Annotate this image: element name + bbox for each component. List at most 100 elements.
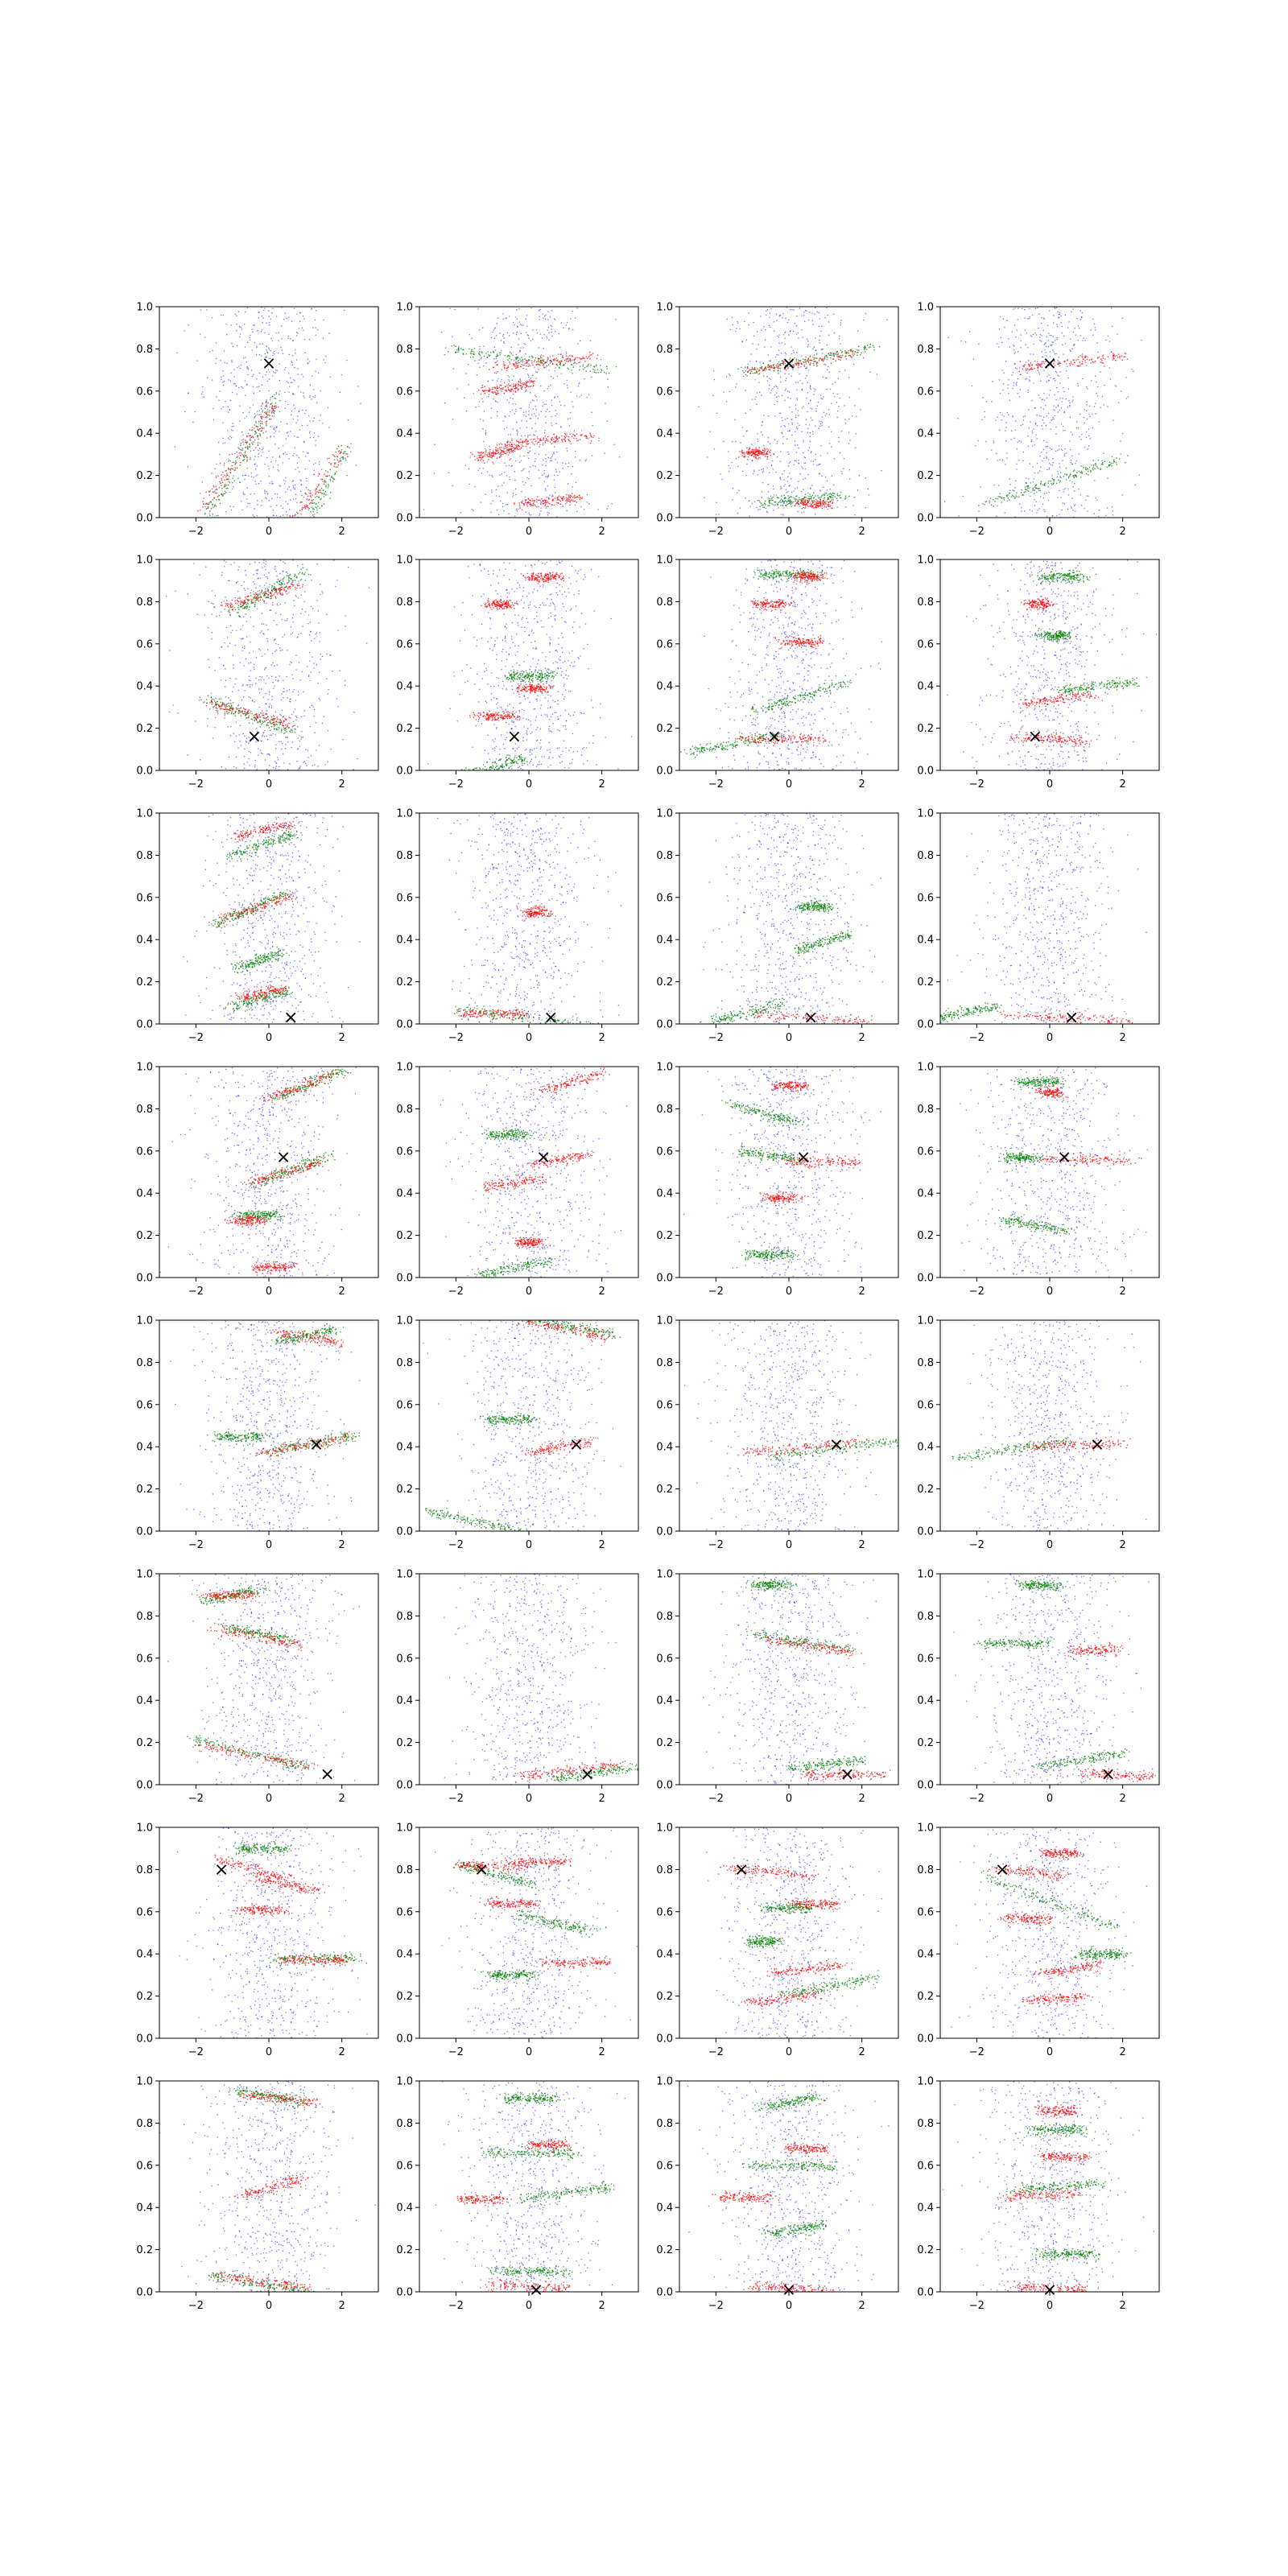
point <box>330 491 332 493</box>
point <box>786 501 788 502</box>
point <box>1081 316 1083 318</box>
point <box>243 456 246 458</box>
point <box>215 477 217 479</box>
point <box>547 327 550 328</box>
point <box>522 359 523 361</box>
point <box>495 387 497 389</box>
point <box>830 496 832 497</box>
point <box>532 381 535 382</box>
point <box>852 353 854 355</box>
point <box>574 361 576 363</box>
point <box>479 354 481 356</box>
point <box>284 555 285 556</box>
point <box>852 351 854 353</box>
point <box>753 469 755 471</box>
point <box>788 462 791 464</box>
point <box>1026 378 1027 379</box>
point <box>297 332 299 334</box>
point <box>488 354 489 356</box>
point <box>219 453 221 455</box>
point <box>564 436 565 437</box>
point <box>989 502 990 504</box>
point <box>593 371 596 374</box>
point <box>255 483 257 485</box>
point <box>284 369 286 370</box>
point <box>766 458 768 460</box>
point <box>795 460 797 462</box>
point <box>522 361 524 363</box>
point <box>512 398 514 399</box>
point <box>803 504 805 506</box>
point <box>272 482 274 485</box>
point <box>822 503 824 505</box>
point <box>996 452 997 455</box>
point <box>537 418 539 419</box>
point <box>1030 482 1031 484</box>
point <box>775 386 778 387</box>
point <box>576 363 578 365</box>
point <box>813 357 815 359</box>
point <box>218 399 220 401</box>
point <box>519 506 521 508</box>
point <box>787 498 790 500</box>
point <box>333 465 335 468</box>
point <box>275 391 277 394</box>
point <box>762 421 763 423</box>
point <box>815 499 817 501</box>
point <box>1044 349 1046 351</box>
point <box>1055 433 1057 435</box>
point <box>833 355 836 357</box>
point <box>270 547 271 548</box>
point <box>791 353 792 355</box>
point <box>773 453 774 455</box>
point <box>819 499 822 501</box>
point <box>812 502 815 503</box>
point <box>1046 446 1048 448</box>
point <box>532 443 534 444</box>
point <box>1098 421 1100 423</box>
point <box>1024 309 1026 311</box>
point <box>840 343 841 345</box>
point <box>805 368 807 369</box>
point <box>309 503 311 505</box>
point <box>805 503 807 505</box>
point <box>526 361 529 363</box>
point <box>257 426 258 427</box>
point <box>257 428 258 430</box>
point <box>805 310 807 312</box>
point <box>287 503 288 505</box>
point <box>1070 338 1071 340</box>
point <box>1052 349 1054 351</box>
point <box>543 499 545 502</box>
series-red <box>738 349 865 510</box>
point <box>571 364 572 365</box>
point <box>246 441 248 444</box>
point <box>543 348 544 349</box>
point <box>774 394 776 396</box>
point <box>785 505 786 506</box>
point <box>483 345 485 347</box>
point <box>1063 411 1065 413</box>
point <box>308 361 311 362</box>
point <box>503 337 505 339</box>
point <box>513 447 514 448</box>
point <box>278 470 279 472</box>
point <box>515 365 517 367</box>
point <box>470 353 472 355</box>
point <box>819 394 822 396</box>
point <box>1005 440 1007 442</box>
point <box>572 366 575 368</box>
point <box>515 362 517 364</box>
point <box>798 504 799 506</box>
point <box>522 411 524 413</box>
point <box>238 457 240 459</box>
point <box>575 317 576 319</box>
point <box>238 452 240 454</box>
point <box>808 500 811 502</box>
point <box>518 504 521 506</box>
point <box>789 500 791 502</box>
point <box>1054 479 1055 481</box>
point <box>1070 448 1071 451</box>
point <box>805 499 807 501</box>
point <box>729 374 731 376</box>
